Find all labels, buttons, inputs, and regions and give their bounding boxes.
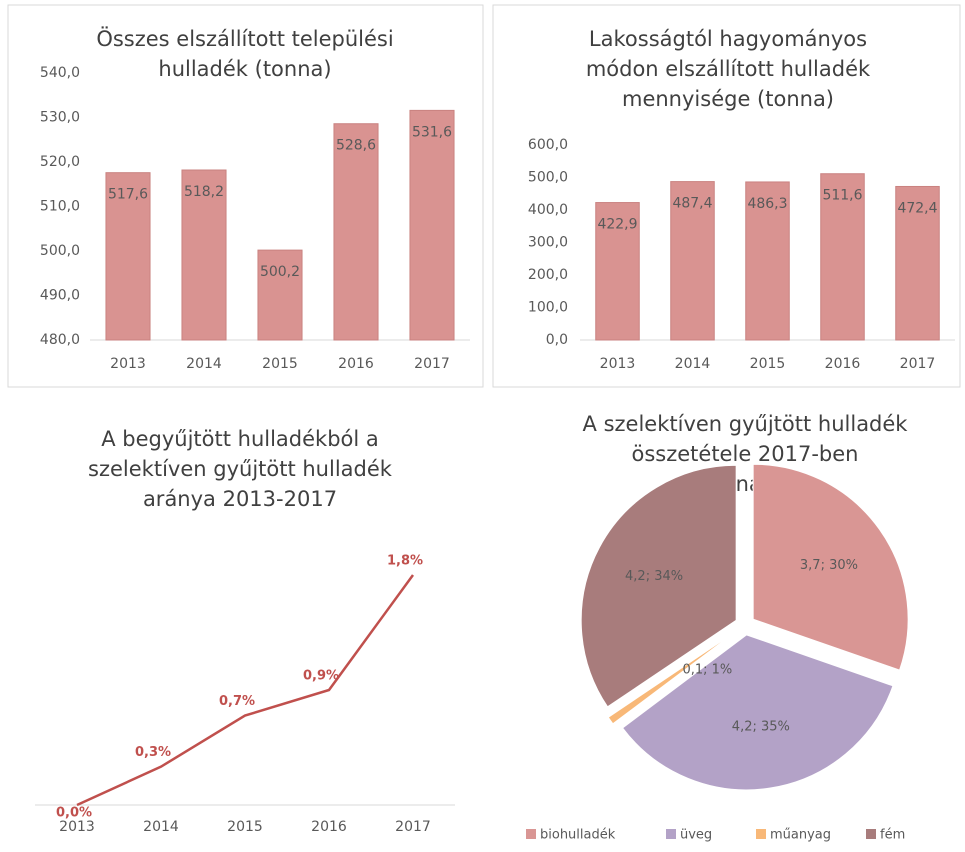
y-tick-label: 600,0	[528, 137, 568, 153]
x-tick-label: 2015	[750, 356, 786, 372]
bar	[257, 249, 303, 341]
bar	[105, 172, 151, 341]
chart-title: összetétele 2017-ben	[632, 442, 859, 466]
pie-slice	[607, 630, 738, 725]
x-tick-label: 2013	[600, 356, 636, 372]
pie-slice	[752, 463, 909, 671]
x-tick-label: 2016	[825, 356, 861, 372]
chart-title: aránya 2013-2017	[143, 487, 337, 511]
x-tick-label: 2014	[186, 356, 222, 372]
data-label: 517,6	[108, 187, 148, 203]
pie-slice	[580, 464, 737, 708]
legend-label: fém	[880, 828, 905, 843]
y-tick-label: 100,0	[528, 300, 568, 316]
x-tick-label: 2017	[395, 819, 431, 835]
chart-title: A begyűjtött hulladékból a	[101, 427, 379, 451]
y-tick-label: 520,0	[40, 154, 80, 170]
data-label: 472,4	[897, 200, 937, 216]
chart-title: Összes elszállított települési	[96, 26, 393, 51]
pie-slice	[621, 634, 894, 791]
bar	[595, 202, 640, 341]
bar	[670, 181, 715, 341]
data-label: 3,7; 30%	[800, 558, 858, 573]
bar	[895, 185, 940, 341]
bar	[820, 173, 865, 341]
data-label: 0,3%	[135, 745, 171, 760]
legend-swatch	[666, 829, 676, 839]
x-tick-label: 2017	[900, 356, 936, 372]
data-label: 531,6	[412, 124, 452, 140]
data-label: 0,7%	[219, 694, 255, 709]
data-label: 518,2	[184, 184, 224, 200]
y-tick-label: 500,0	[528, 170, 568, 186]
data-label: 528,6	[336, 138, 376, 154]
legend-swatch	[866, 829, 876, 839]
y-tick-label: 510,0	[40, 199, 80, 215]
x-tick-label: 2013	[59, 819, 95, 835]
x-tick-label: 2015	[262, 356, 298, 372]
legend-label: műanyag	[770, 828, 831, 843]
legend-label: biohulladék	[540, 828, 616, 843]
x-tick-label: 2014	[143, 819, 179, 835]
x-tick-label: 2017	[414, 356, 450, 372]
x-tick-label: 2016	[338, 356, 374, 372]
chart-frame	[492, 4, 961, 388]
y-tick-label: 540,0	[40, 65, 80, 81]
chart-title: szelektíven gyűjtött hulladék	[88, 457, 393, 481]
data-label: 511,6	[822, 188, 862, 204]
data-label: 486,3	[747, 196, 787, 212]
x-tick-label: 2013	[110, 356, 146, 372]
y-tick-label: 0,0	[546, 332, 568, 348]
x-tick-label: 2015	[227, 819, 263, 835]
data-label: 1,8%	[387, 554, 423, 569]
legend-swatch	[526, 829, 536, 839]
data-label: 500,2	[260, 264, 300, 280]
chart-title: A szelektíven gyűjtött hulladék	[583, 412, 909, 436]
data-label: 4,2; 34%	[625, 569, 683, 584]
x-tick-label: 2016	[311, 819, 347, 835]
y-tick-label: 480,0	[40, 332, 80, 348]
bar	[333, 123, 379, 341]
chart-title: Lakosságtól hagyományos	[589, 27, 867, 51]
data-label: 487,4	[672, 196, 712, 212]
data-label: 422,9	[597, 217, 637, 233]
data-label: 0,0%	[56, 806, 92, 821]
y-tick-label: 500,0	[40, 243, 80, 259]
chart-title: hulladék (tonna)	[158, 57, 331, 81]
data-label: 0,9%	[303, 669, 339, 684]
y-tick-label: 200,0	[528, 267, 568, 283]
y-tick-label: 300,0	[528, 235, 568, 251]
bar	[409, 109, 455, 341]
chart-title: mennyisége (tonna)	[622, 87, 834, 111]
y-tick-label: 490,0	[40, 288, 80, 304]
y-tick-label: 400,0	[528, 202, 568, 218]
legend-label: üveg	[680, 828, 712, 843]
chart-title: módon elszállított hulladék	[586, 57, 871, 81]
legend-swatch	[756, 829, 766, 839]
data-label: 0,1; 1%	[682, 663, 732, 678]
x-tick-label: 2014	[675, 356, 711, 372]
data-label: 4,2; 35%	[732, 719, 790, 734]
chart-frame	[7, 4, 484, 388]
bar	[181, 169, 227, 341]
bar	[745, 181, 790, 341]
y-tick-label: 530,0	[40, 110, 80, 126]
line	[76, 574, 415, 807]
